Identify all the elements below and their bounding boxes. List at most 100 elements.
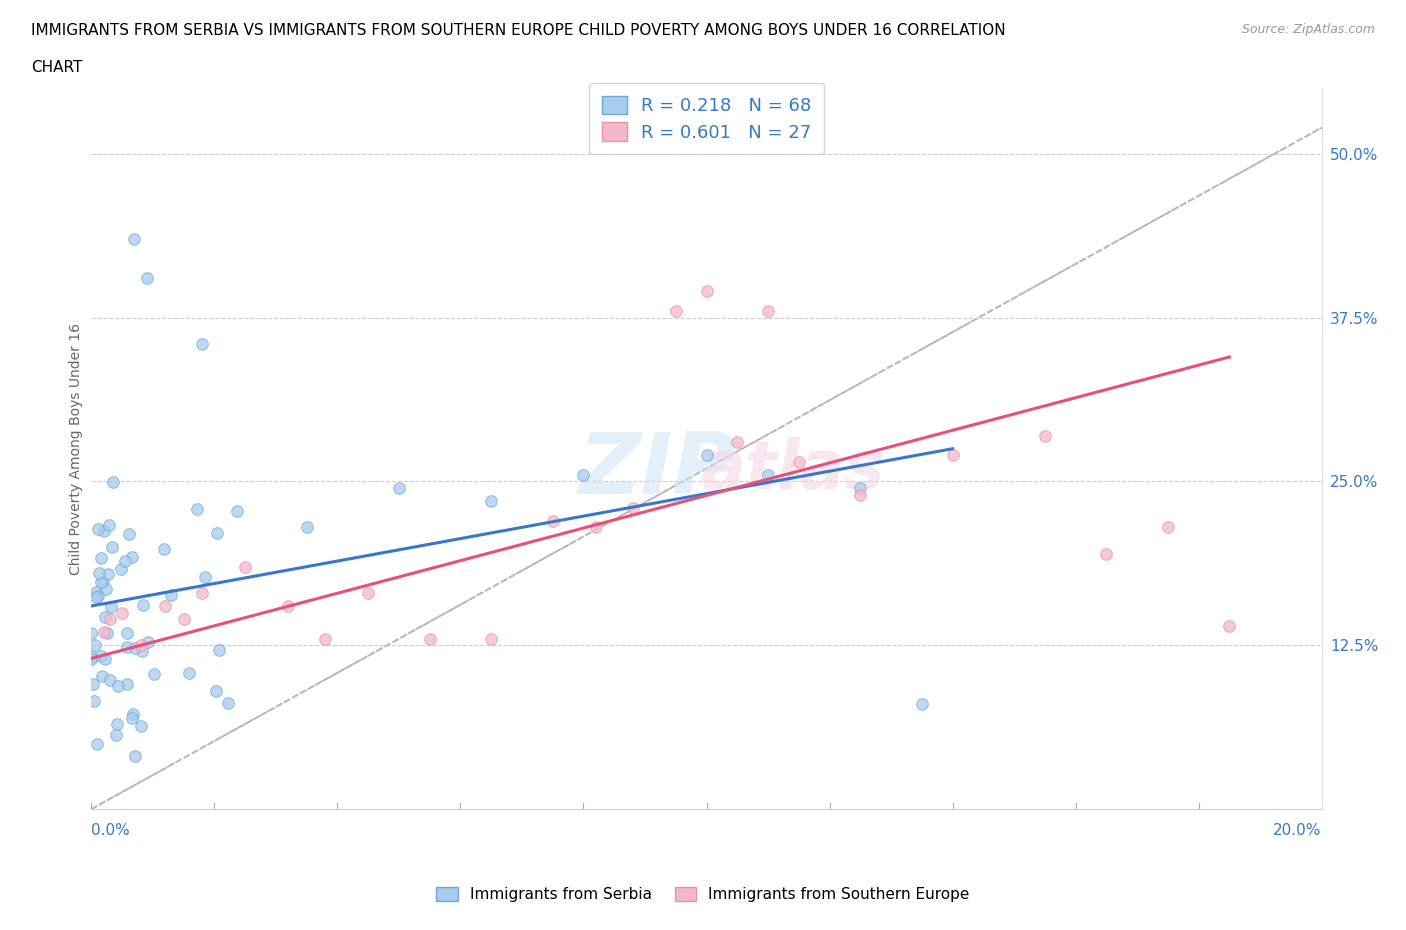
Point: [115, 676, 138, 691]
Point: [131, 718, 153, 733]
Point: [84, 585, 107, 600]
Point: [942, 448, 965, 463]
Point: [107, 678, 129, 693]
Point: [419, 631, 441, 646]
Point: [90, 648, 112, 663]
Y-axis label: Child Poverty Among Boys Under 16: Child Poverty Among Boys Under 16: [69, 323, 83, 575]
Point: [90, 669, 112, 684]
Point: [849, 481, 872, 496]
Point: [621, 500, 644, 515]
Point: [83, 694, 105, 709]
Point: [121, 711, 143, 725]
Point: [89, 565, 111, 580]
Point: [1095, 546, 1118, 561]
Point: [572, 468, 595, 483]
Point: [173, 612, 195, 627]
Legend: Immigrants from Serbia, Immigrants from Southern Europe: Immigrants from Serbia, Immigrants from …: [430, 881, 976, 909]
Text: atlas: atlas: [700, 437, 884, 503]
Point: [205, 684, 228, 698]
Point: [849, 487, 872, 502]
Point: [100, 600, 122, 615]
Point: [665, 304, 688, 319]
Point: [98, 517, 121, 532]
Text: CHART: CHART: [31, 60, 83, 75]
Point: [186, 501, 208, 516]
Point: [105, 727, 128, 742]
Point: [82, 650, 104, 665]
Point: [541, 513, 564, 528]
Point: [143, 667, 166, 682]
Point: [87, 522, 110, 537]
Point: [277, 599, 299, 614]
Text: Source: ZipAtlas.com: Source: ZipAtlas.com: [1241, 23, 1375, 36]
Point: [1218, 618, 1240, 633]
Point: [82, 676, 104, 691]
Point: [696, 448, 718, 463]
Point: [233, 559, 256, 574]
Point: [94, 609, 117, 624]
Point: [129, 638, 152, 653]
Point: [96, 626, 118, 641]
Point: [1033, 428, 1056, 443]
Point: [86, 737, 108, 751]
Point: [91, 575, 114, 590]
Point: [177, 666, 200, 681]
Point: [103, 474, 125, 489]
Point: [585, 520, 607, 535]
Point: [160, 588, 183, 603]
Text: ZIP: ZIP: [578, 429, 737, 512]
Point: [136, 634, 159, 649]
Point: [357, 586, 380, 601]
Point: [725, 434, 748, 449]
Point: [101, 540, 124, 555]
Point: [90, 551, 112, 565]
Point: [479, 494, 502, 509]
Point: [153, 599, 177, 614]
Point: [93, 524, 115, 538]
Text: IMMIGRANTS FROM SERBIA VS IMMIGRANTS FROM SOUTHERN EUROPE CHILD POVERTY AMONG BO: IMMIGRANTS FROM SERBIA VS IMMIGRANTS FRO…: [31, 23, 1005, 38]
Point: [131, 644, 153, 658]
Point: [115, 640, 138, 655]
Point: [90, 574, 112, 589]
Text: 20.0%: 20.0%: [1274, 823, 1322, 838]
Point: [225, 503, 247, 518]
Point: [96, 582, 118, 597]
Point: [756, 304, 779, 319]
Point: [194, 569, 217, 584]
Point: [118, 526, 141, 541]
Point: [80, 626, 103, 641]
Point: [1157, 520, 1180, 535]
Point: [124, 232, 146, 246]
Point: [295, 520, 318, 535]
Point: [153, 541, 176, 556]
Point: [93, 625, 115, 640]
Point: [314, 631, 336, 646]
Point: [191, 586, 214, 601]
Point: [87, 588, 110, 603]
Point: [911, 697, 934, 711]
Point: [84, 638, 107, 653]
Point: [93, 651, 115, 666]
Point: [122, 707, 145, 722]
Point: [84, 590, 107, 604]
Point: [110, 562, 132, 577]
Point: [696, 284, 718, 299]
Point: [191, 337, 214, 352]
Point: [124, 641, 146, 656]
Point: [111, 605, 134, 620]
Point: [787, 455, 810, 470]
Point: [479, 631, 502, 646]
Point: [117, 626, 139, 641]
Point: [388, 481, 411, 496]
Point: [217, 695, 239, 710]
Point: [80, 651, 103, 666]
Point: [124, 749, 146, 764]
Point: [105, 717, 128, 732]
Point: [205, 525, 228, 540]
Text: 0.0%: 0.0%: [91, 823, 131, 838]
Point: [121, 549, 143, 564]
Point: [97, 566, 120, 581]
Point: [132, 598, 155, 613]
Point: [756, 468, 779, 483]
Legend: R = 0.218   N = 68, R = 0.601   N = 27: R = 0.218 N = 68, R = 0.601 N = 27: [589, 83, 824, 154]
